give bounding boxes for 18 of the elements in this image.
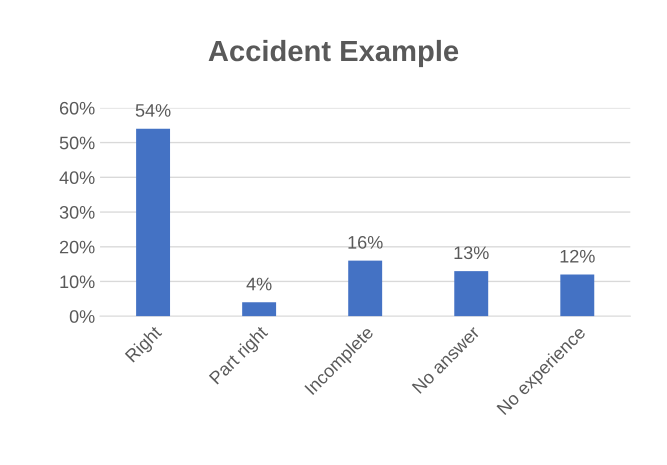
bar bbox=[136, 128, 170, 316]
chart-title: Accident Example bbox=[208, 40, 458, 68]
y-tick-label: 10% bbox=[60, 275, 95, 288]
bar bbox=[560, 274, 594, 316]
y-tick-label: 40% bbox=[59, 171, 95, 184]
y-tick-label: 20% bbox=[60, 240, 95, 254]
data-label: 13% bbox=[454, 246, 489, 260]
y-tick-label: 0% bbox=[70, 310, 95, 323]
y-tick-label: 60% bbox=[60, 102, 95, 115]
bar bbox=[454, 271, 488, 316]
bar bbox=[348, 260, 382, 316]
data-label: 54% bbox=[136, 104, 171, 117]
bar bbox=[242, 302, 276, 316]
data-label: 4% bbox=[246, 278, 272, 290]
data-label: 16% bbox=[348, 236, 383, 249]
y-tick-label: 30% bbox=[60, 206, 95, 219]
data-label: 12% bbox=[560, 250, 595, 263]
y-tick-label: 50% bbox=[60, 136, 95, 150]
